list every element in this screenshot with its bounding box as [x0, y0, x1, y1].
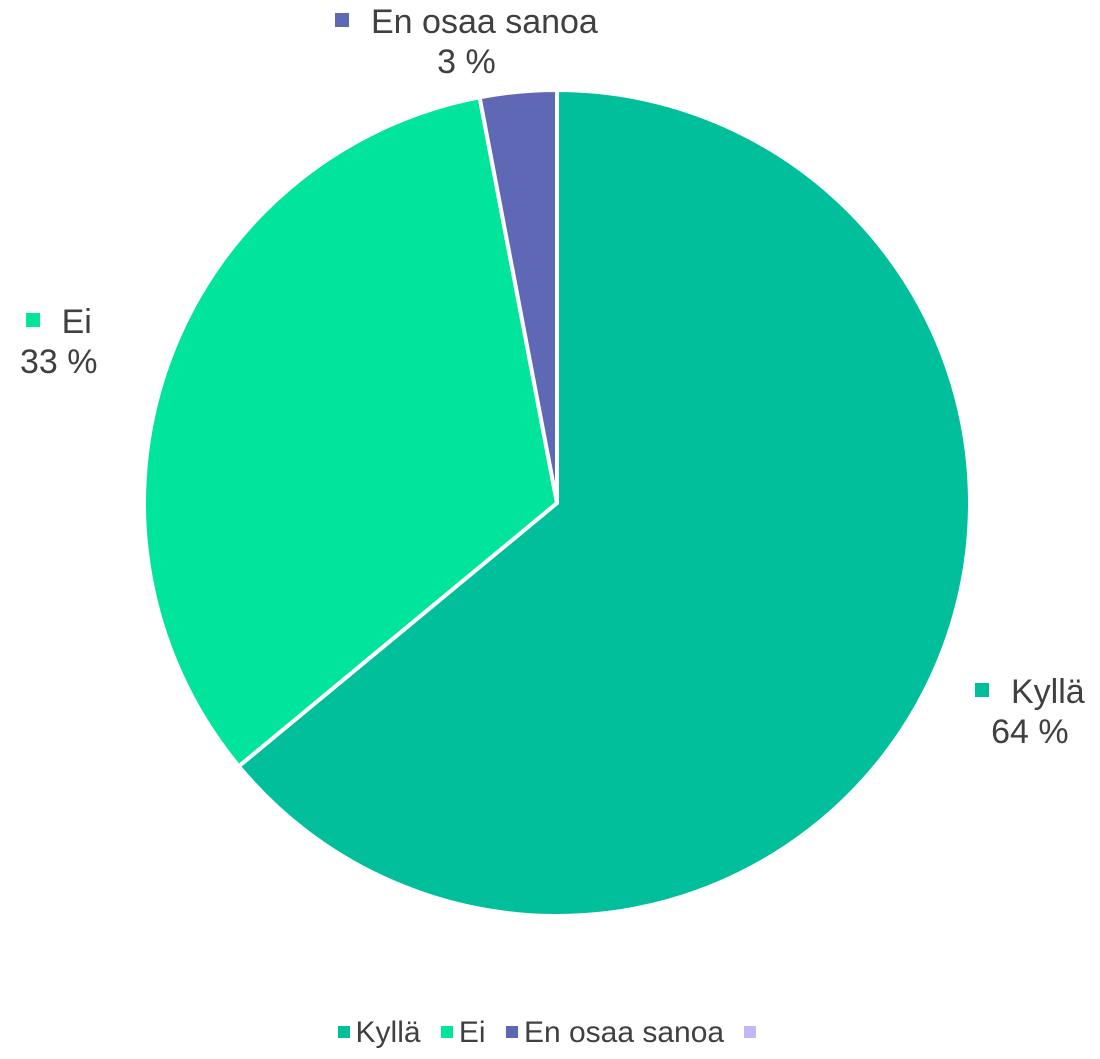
- data-label-value: 3 %: [437, 43, 496, 81]
- legend-label: En osaa sanoa: [523, 1016, 725, 1049]
- data-label-name: En osaa sanoa: [371, 3, 598, 41]
- data-label-swatch: [335, 13, 349, 27]
- legend-swatch: [440, 1026, 453, 1038]
- legend-item-ei: Ei: [440, 1016, 486, 1050]
- pie-slice-en-osaa-sanoa: [477, 88, 559, 505]
- legend-item-en-osaa-sanoa: En osaa sanoa: [505, 1016, 725, 1050]
- data-label-value: 64 %: [991, 713, 1069, 751]
- legend: Kyllä Ei En osaa sanoa: [0, 1016, 1100, 1050]
- data-label-kylla: Kyllä 64 %: [975, 672, 1085, 752]
- legend-swatch: [337, 1026, 350, 1038]
- legend-swatch: [744, 1026, 757, 1038]
- legend-label: Kyllä: [355, 1016, 421, 1049]
- legend-label: Ei: [458, 1016, 486, 1049]
- data-label-ei: Ei 33 %: [20, 302, 98, 382]
- data-label-name: Kyllä: [1011, 673, 1085, 711]
- pie-slice-ei: [142, 95, 559, 769]
- data-label-value: 33 %: [20, 343, 98, 381]
- data-label-swatch: [975, 683, 989, 697]
- data-label-name: Ei: [61, 303, 92, 341]
- legend-item-kylla: Kyllä: [337, 1016, 421, 1050]
- legend-item-empty: [744, 1016, 762, 1050]
- pie-slice-kyllä: [236, 88, 972, 918]
- data-label-en-osaa-sanoa: En osaa sanoa 3 %: [335, 2, 598, 82]
- legend-swatch: [505, 1026, 518, 1038]
- data-label-swatch: [25, 313, 40, 327]
